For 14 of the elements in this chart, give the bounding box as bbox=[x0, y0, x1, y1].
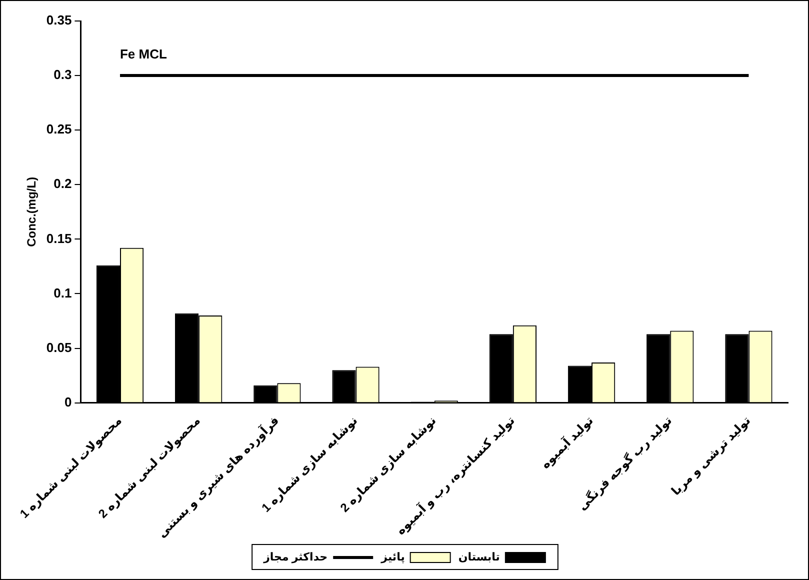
y-tick-label: 0.35 bbox=[46, 12, 72, 28]
y-tick-label: 0.1 bbox=[54, 285, 72, 300]
y-tick-label: 0.15 bbox=[46, 230, 72, 246]
legend-label: پائیز bbox=[380, 552, 405, 564]
annotation: Fe MCL bbox=[120, 46, 167, 62]
y-tick-label: 0.3 bbox=[54, 67, 72, 82]
y-axis-title: Conc.(mg/L) bbox=[24, 176, 39, 247]
y-tick-label: 0 bbox=[64, 394, 72, 410]
legend-label: حداکثر مجاز bbox=[262, 552, 328, 564]
legend-label: تابستان bbox=[458, 552, 500, 564]
y-tick-label: 0.25 bbox=[46, 122, 72, 137]
y-tick-label: 0.05 bbox=[46, 340, 72, 355]
x-tick-label: تولید آبمیوه bbox=[537, 412, 596, 472]
y-tick-label: 0.2 bbox=[54, 176, 72, 192]
